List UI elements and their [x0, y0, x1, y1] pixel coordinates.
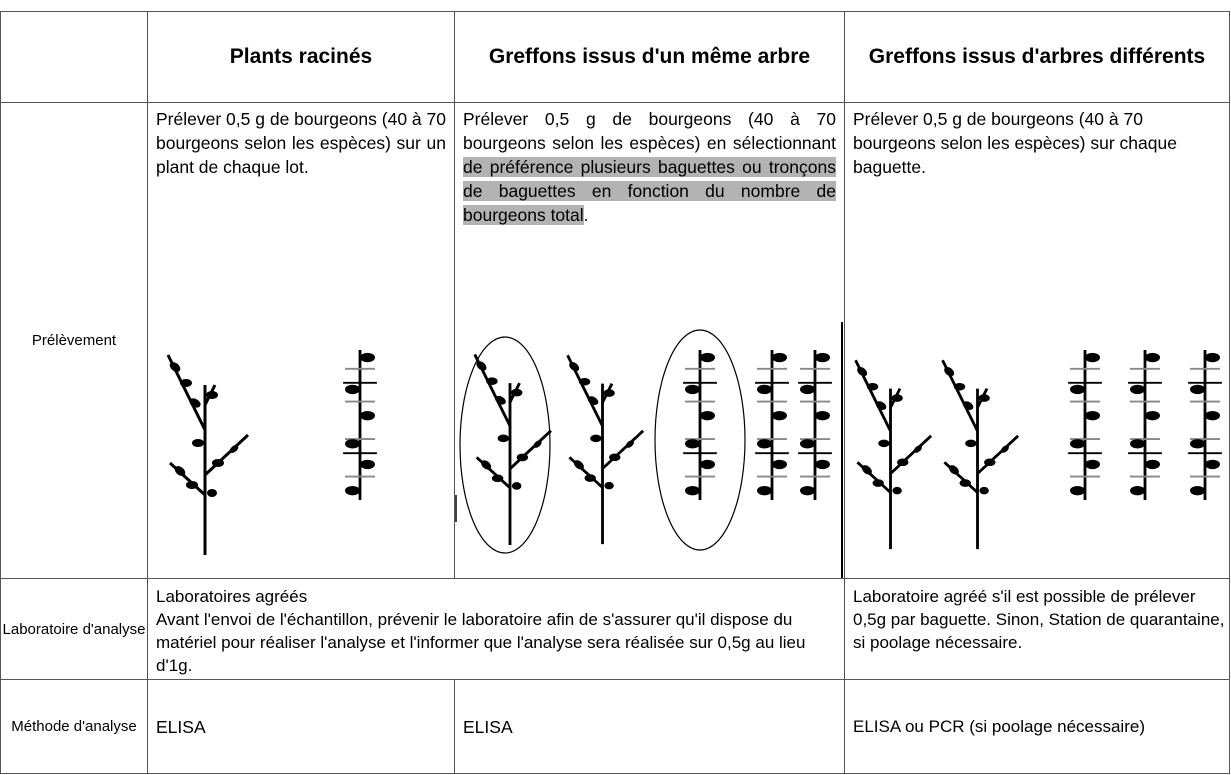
- illustrations: [0, 0, 1231, 775]
- page: Plants racinés Greffons issus d'un même …: [0, 0, 1231, 775]
